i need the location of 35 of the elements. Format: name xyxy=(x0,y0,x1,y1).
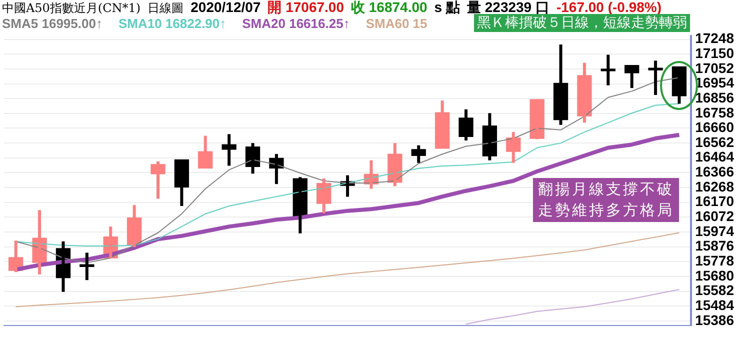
text: 開 17067.00 xyxy=(268,0,344,15)
y-tick-label: 16562 xyxy=(695,134,734,150)
y-tick-label: 16660 xyxy=(695,119,734,136)
candlestick xyxy=(648,60,663,95)
chart-title: 中國A50指數近月(CN*1) xyxy=(2,1,141,16)
y-tick-label: 16170 xyxy=(695,193,734,210)
text: SMA10 16822.90↑ xyxy=(118,16,226,31)
text: 收 16874.00 xyxy=(351,0,428,15)
y-tick-label: 15484 xyxy=(695,296,734,313)
y-tick-label: 16072 xyxy=(695,208,734,224)
y-tick-label: 15582 xyxy=(695,282,734,298)
y-tick-label: 15876 xyxy=(695,238,734,254)
text: SMA60 15 xyxy=(366,16,428,31)
y-tick-label: 16856 xyxy=(695,89,734,106)
y-tick-label: 17052 xyxy=(695,60,734,76)
text: SMA20 16616.25↑ xyxy=(242,16,350,31)
text: 量 223239 口 xyxy=(466,0,550,15)
y-tick-label: 15778 xyxy=(695,252,734,268)
text: -167.00 (-0.98%) xyxy=(556,0,662,15)
text: SMA5 16995.00↑ xyxy=(2,16,102,31)
y-tick-label: 16464 xyxy=(695,148,734,165)
text: 黑Ｋ棒摜破５日線，短線走勢轉弱 xyxy=(474,14,690,32)
y-tick-label: 17150 xyxy=(695,45,734,62)
y-tick-label: 15974 xyxy=(695,222,734,239)
y-tick-label: 16366 xyxy=(695,164,734,180)
y-tick-label: 16758 xyxy=(695,104,734,120)
y-tick-label: 16268 xyxy=(695,178,734,194)
text: s 點 xyxy=(434,0,460,15)
annotation: 走勢維持多方格局 xyxy=(538,200,674,221)
y-tick-label: 15386 xyxy=(695,312,734,328)
text: 2020/12/07 xyxy=(190,0,261,15)
annotation: 翻揚月線支撐不破 xyxy=(538,179,674,200)
y-tick-label: 17248 xyxy=(695,30,734,46)
y-tick-label: 15680 xyxy=(695,267,734,284)
chart-subtitle: 日線圖 xyxy=(148,1,184,16)
